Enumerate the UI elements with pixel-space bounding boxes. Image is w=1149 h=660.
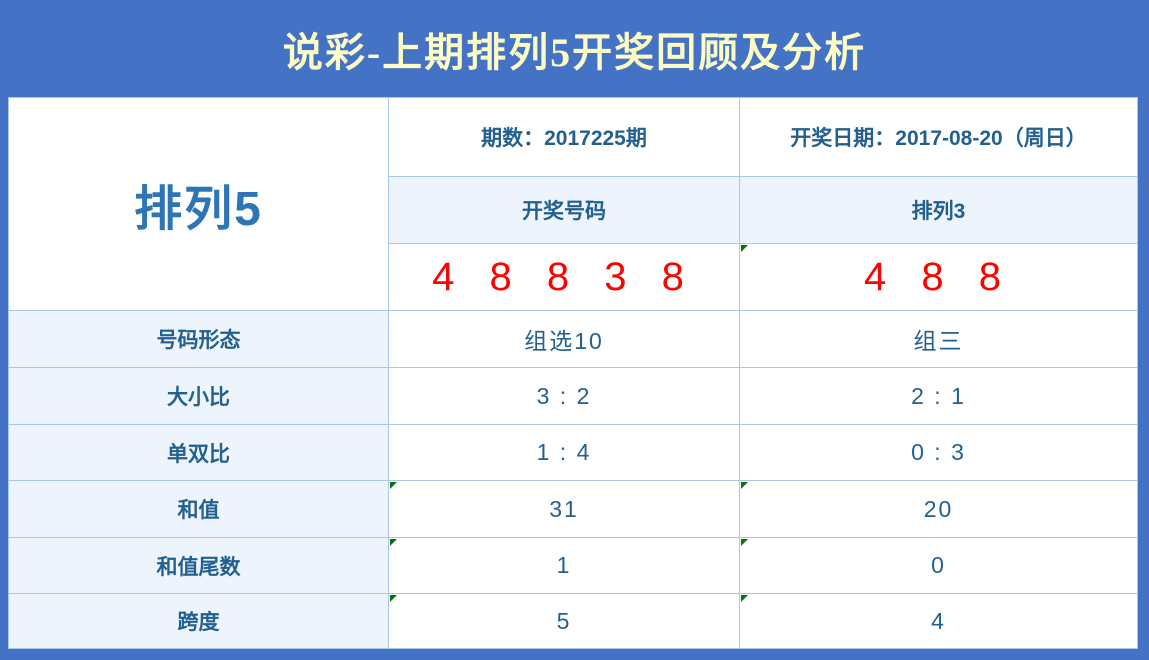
pailie5-value: 1 : 4 <box>536 439 592 465</box>
table-row-span: 跨度 5 4 <box>8 593 1138 649</box>
table-row-big-small-ratio: 大小比 3 : 2 2 : 1 <box>8 367 1138 425</box>
pailie3-value: 0 : 3 <box>911 439 966 465</box>
pailie3-value: 20 <box>923 495 954 522</box>
table-row-sum-value: 和值 31 20 <box>8 480 1138 538</box>
pailie3-value: 组三 <box>913 328 964 354</box>
title-banner: 说彩-上期排列5开奖回顾及分析 <box>0 0 1149 97</box>
pailie5-value-cell: 1 : 4 <box>388 424 740 481</box>
row-label: 和值尾数 <box>8 537 389 594</box>
pailie3-value: 4 <box>931 607 946 634</box>
header-row-issue: 排列5 期数：2017225期 开奖日期：2017-08-20（周日） <box>8 97 1138 311</box>
pailie3-value: 2 : 1 <box>911 382 966 409</box>
issue-number-cell: 期数：2017225期 <box>388 97 740 177</box>
pailie3-title-cell: 排列3 <box>739 176 1138 244</box>
row-label: 大小比 <box>8 367 389 425</box>
header-row-subtitles: 开奖号码 排列3 <box>9 176 1138 244</box>
product-name-cell: 排列5 <box>8 97 389 311</box>
pailie3-numbers-cell: 4 8 8 <box>739 243 1138 311</box>
row-label: 和值 <box>8 480 389 538</box>
cell-corner-indicator-icon <box>741 482 748 489</box>
table-row-sum-tail: 和值尾数 1 0 <box>8 537 1138 594</box>
pailie3-value-cell: 组三 <box>739 310 1138 368</box>
pailie3-value-cell: 20 <box>739 480 1138 538</box>
draw-numbers-row: 4 8 8 3 8 4 8 8 <box>9 243 1138 311</box>
pailie5-value: 1 <box>556 552 572 578</box>
cell-corner-indicator-icon <box>741 595 748 602</box>
pailie5-value-cell: 组选10 <box>388 310 740 368</box>
cell-corner-indicator-icon <box>390 539 397 546</box>
product-name: 排列5 <box>134 183 263 236</box>
pailie5-value-cell: 1 <box>388 537 740 594</box>
pailie3-value-cell: 2 : 1 <box>739 367 1138 425</box>
lottery-review-table: 排列5 期数：2017225期 开奖日期：2017-08-20（周日） 开奖号码… <box>8 97 1138 649</box>
pailie5-value: 5 <box>556 607 572 634</box>
pailie5-value: 组选10 <box>524 328 604 354</box>
pailie5-value-cell: 3 : 2 <box>388 367 740 425</box>
pailie3-value: 0 <box>931 552 946 578</box>
row-label: 单双比 <box>8 424 389 481</box>
draw-date-cell: 开奖日期：2017-08-20（周日） <box>739 97 1138 177</box>
pailie3-numbers: 4 8 8 <box>864 254 1013 299</box>
pailie3-value-cell: 4 <box>739 593 1138 649</box>
cell-corner-indicator-icon <box>390 482 397 489</box>
cell-corner-indicator-icon <box>741 539 748 546</box>
row-label: 跨度 <box>8 593 389 649</box>
pailie5-value: 31 <box>549 495 579 522</box>
draw-numbers-title-cell: 开奖号码 <box>388 176 740 244</box>
cell-corner-indicator-icon <box>741 245 748 252</box>
cell-corner-indicator-icon <box>390 595 397 602</box>
table-row-odd-even-ratio: 单双比 1 : 4 0 : 3 <box>8 424 1138 481</box>
pailie5-value-cell: 5 <box>388 593 740 649</box>
pailie5-numbers-cell: 4 8 8 3 8 <box>388 243 740 311</box>
pailie5-numbers: 4 8 8 3 8 <box>432 254 696 299</box>
pailie5-value-cell: 31 <box>388 480 740 538</box>
pailie3-value-cell: 0 : 3 <box>739 424 1138 481</box>
page-title: 说彩-上期排列5开奖回顾及分析 <box>282 29 867 75</box>
lottery-review-table-wrap: 排列5 期数：2017225期 开奖日期：2017-08-20（周日） 开奖号码… <box>8 97 1138 649</box>
row-label: 号码形态 <box>8 310 389 368</box>
pailie5-value: 3 : 2 <box>536 382 592 409</box>
table-row-number-form: 号码形态 组选10 组三 <box>8 310 1138 368</box>
pailie3-value-cell: 0 <box>739 537 1138 594</box>
